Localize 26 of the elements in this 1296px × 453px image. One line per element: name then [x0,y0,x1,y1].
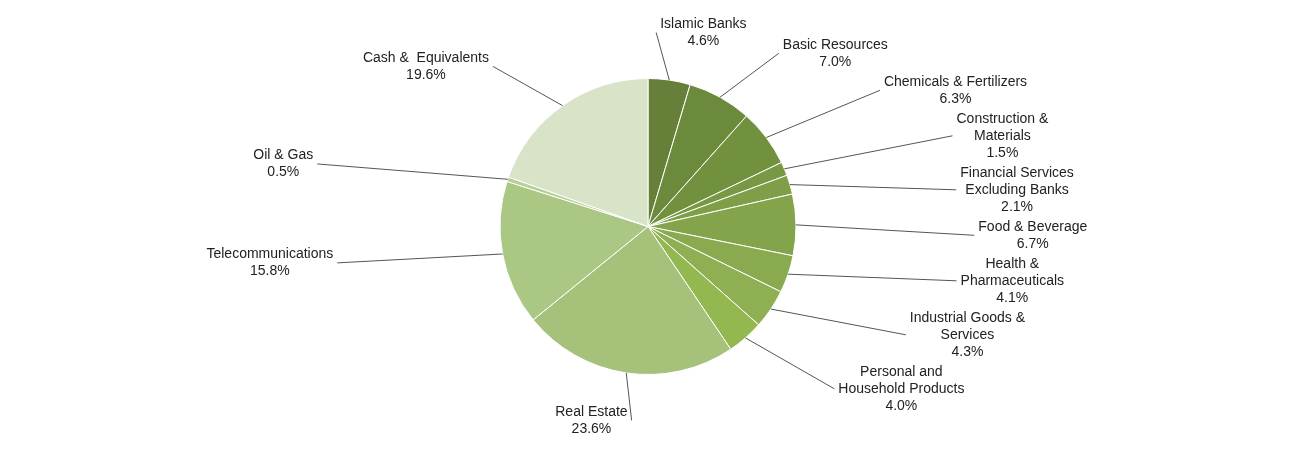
data-label: 4.1% [996,288,1029,305]
data-label: 6.3% [939,89,972,106]
data-label: 15.8% [250,262,290,279]
data-label: 19.6% [406,65,446,82]
slice-label: Health & Pharmaceuticals [960,254,1065,288]
slice-label: Telecommunications [206,245,334,262]
slice-label: Islamic Banks [660,14,747,31]
slice-label: Personal and Household Products [838,362,965,396]
data-label: 23.6% [571,419,612,436]
slice-label: Oil & Gas [253,146,314,163]
slice-label: Food & Beverage [978,217,1088,234]
slice-label: Cash & Equivalents [362,48,489,65]
data-label: 4.3% [951,342,984,359]
data-label: 2.1% [1001,197,1033,214]
slice-label: Real Estate [555,402,628,419]
data-label: 1.5% [986,143,1019,160]
slice-label: Financial Services Excluding Banks [960,163,1074,197]
slice-label: Chemicals & Fertilizers [883,72,1028,89]
data-label: 6.7% [1016,234,1049,251]
data-label: 7.0% [819,52,852,69]
slice-label: Basic Resources [782,35,888,52]
data-label: 4.0% [885,396,918,413]
data-label: 4.6% [687,31,720,48]
slice-label: Construction & Materials [956,109,1049,143]
data-label: 0.5% [267,163,300,180]
slice-label: Industrial Goods & Services [909,308,1026,342]
